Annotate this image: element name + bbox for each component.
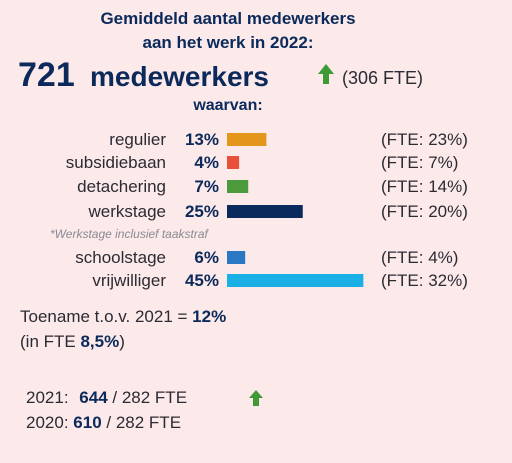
footnote: *Werkstage inclusief taakstraf	[50, 227, 210, 241]
headline-fte: (306 FTE)	[342, 68, 423, 88]
increase-value: 12%	[192, 307, 226, 326]
bar	[227, 156, 240, 169]
value-label: 7%	[194, 177, 219, 196]
category-label: schoolstage	[75, 248, 166, 267]
bar	[227, 205, 303, 218]
increase-label: (in FTE	[20, 332, 76, 351]
headline-count: 721	[18, 56, 75, 94]
bar	[227, 274, 364, 287]
fte-label: (FTE: 7%)	[381, 153, 458, 172]
increase-text: (in FTE 8,5%)	[20, 332, 125, 351]
category-label: detachering	[77, 177, 166, 196]
increase-value: 8,5%	[80, 332, 119, 351]
history-fte: / 282 FTE	[112, 388, 187, 407]
subheading: waarvan:	[192, 97, 262, 114]
fte-label: (FTE: 23%)	[381, 130, 468, 149]
category-label: regulier	[109, 130, 166, 149]
headline-unit: medewerkers	[90, 61, 269, 92]
history-fte: / 282 FTE	[106, 413, 181, 432]
value-label: 4%	[194, 153, 219, 172]
history-count: 610	[73, 413, 101, 432]
history-year: 2020:	[26, 413, 69, 432]
fte-label: (FTE: 4%)	[381, 248, 458, 267]
bar	[227, 133, 267, 146]
fte-label: (FTE: 14%)	[381, 177, 468, 196]
fte-label: (FTE: 32%)	[381, 271, 468, 290]
history-year: 2021:	[26, 388, 69, 407]
fte-label: (FTE: 20%)	[381, 202, 468, 221]
up-arrow	[318, 64, 334, 84]
up-arrow	[249, 390, 263, 406]
value-label: 13%	[185, 130, 219, 149]
history-count: 644	[79, 388, 108, 407]
category-label: werkstage	[88, 202, 166, 221]
history-row: 2021: 644 / 282 FTE	[26, 388, 187, 407]
value-label: 6%	[194, 248, 219, 267]
increase-label: )	[119, 332, 125, 351]
title-line: Gemiddeld aantal medewerkers	[100, 9, 355, 28]
value-label: 25%	[185, 202, 219, 221]
category-label: subsidiebaan	[66, 153, 166, 172]
title-line: aan het werk in 2022:	[142, 33, 313, 52]
increase-text: Toename t.o.v. 2021 = 12%	[20, 307, 226, 326]
bar	[227, 180, 249, 193]
increase-label: Toename t.o.v. 2021 =	[20, 307, 188, 326]
category-label: vrijwilliger	[92, 271, 166, 290]
history-row: 2020: 610 / 282 FTE	[26, 413, 181, 432]
bar	[227, 251, 246, 264]
breakdown: regulier 13% (FTE: 23%) subsidiebaan 4% (FTE:…	[66, 130, 468, 290]
value-label: 45%	[185, 271, 219, 290]
